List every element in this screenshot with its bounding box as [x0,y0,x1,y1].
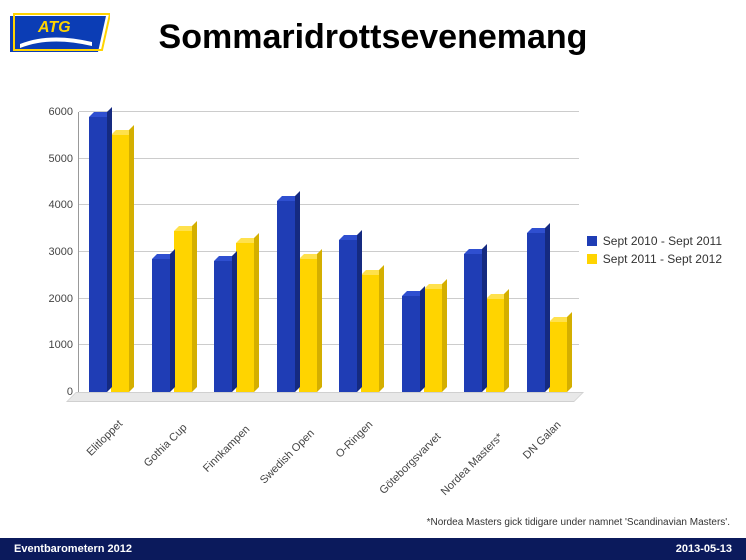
y-tick-label: 6000 [49,106,73,118]
chart-baseplate [66,392,584,402]
bar [464,254,482,392]
y-tick-label: 1000 [49,339,73,351]
category-label: Finnkampen [201,423,252,474]
category-label: Gothia Cup [142,422,190,470]
bar-group: Elitloppet [85,112,135,392]
category-label: DN Galan [521,419,564,462]
bar [174,231,192,392]
bar [89,117,107,392]
page-title: Sommaridrottsevenemang [0,18,746,57]
bar-group: Finnkampen [210,112,260,392]
bar-group: Swedish Open [273,112,323,392]
bar-group: Nordea Masters* [460,112,510,392]
bar [152,259,170,392]
legend: Sept 2010 - Sept 2011 Sept 2011 - Sept 20… [587,230,722,270]
bar [549,322,567,392]
bar-chart: 0100020003000400050006000ElitloppetGothi… [38,112,588,452]
bar-group: Gothia Cup [148,112,198,392]
footer-right: 2013-05-13 [676,543,732,555]
bar [111,135,129,392]
bar [236,243,254,392]
category-label: Göteborgsvarvet [377,431,443,497]
bar [339,240,357,392]
category-label: Swedish Open [258,427,317,486]
y-tick-label: 3000 [49,246,73,258]
bar [214,261,232,392]
y-tick-label: 4000 [49,199,73,211]
legend-swatch [587,236,597,246]
slide: ATG Sommaridrottsevenemang 0100020003000… [0,0,746,560]
bar-group: O-Ringen [335,112,385,392]
bar [277,201,295,392]
legend-swatch [587,254,597,264]
footer: Eventbarometern 2012 2013-05-13 [0,538,746,560]
category-label: Elitloppet [85,418,125,458]
legend-label: Sept 2010 - Sept 2011 [603,234,722,248]
footnote: *Nordea Masters gick tidigare under namn… [427,517,730,528]
plot-area: 0100020003000400050006000ElitloppetGothi… [78,112,579,393]
bar [361,275,379,392]
bar [486,299,504,392]
bar-group: DN Galan [523,112,573,392]
category-label: Nordea Masters* [439,431,506,498]
y-tick-label: 5000 [49,153,73,165]
legend-item: Sept 2010 - Sept 2011 [587,234,722,248]
bar [402,296,420,392]
legend-item: Sept 2011 - Sept 2012 [587,252,722,266]
y-tick-label: 2000 [49,293,73,305]
bar [299,259,317,392]
footer-left: Eventbarometern 2012 [14,543,132,555]
bar [424,289,442,392]
category-label: O-Ringen [334,419,376,461]
legend-label: Sept 2011 - Sept 2012 [603,252,722,266]
bar [527,233,545,392]
bar-group: Göteborgsvarvet [398,112,448,392]
